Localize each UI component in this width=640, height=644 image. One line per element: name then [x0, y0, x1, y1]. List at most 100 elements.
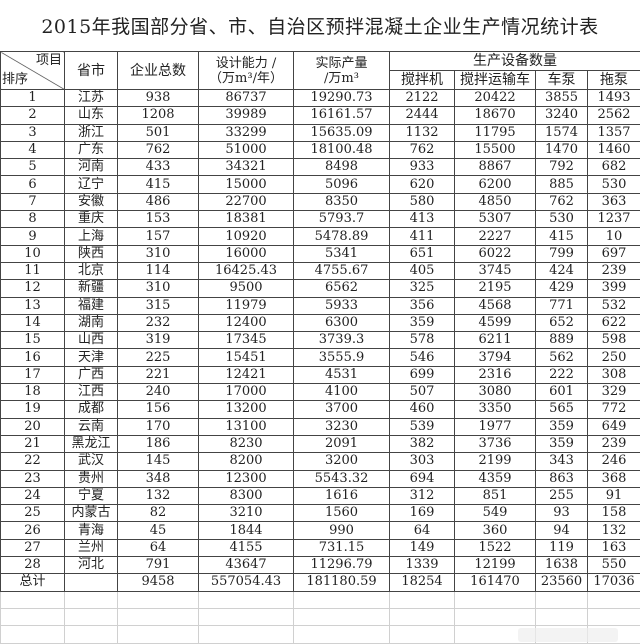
trailer-pump-cell: 1493	[587, 88, 640, 108]
table-row: 15 山西 319 17345 3739.3 578 6211 889 598	[0, 331, 640, 350]
truck-cell: 4850	[454, 192, 536, 212]
table-row: 27 兰州 64 4155 731.15 149 1522 119 163	[0, 538, 640, 558]
pump-truck-cell: 424	[535, 261, 588, 281]
truck-cell: 2195	[454, 279, 536, 298]
trailer-pump-cell: 246	[587, 452, 640, 471]
rank-cell: 23	[0, 469, 65, 488]
mixer-cell: 325	[389, 279, 455, 298]
pump-truck-cell: 652	[535, 313, 588, 333]
output-cell: 1560	[293, 504, 390, 523]
rank-cell: 24	[0, 486, 65, 506]
pump-truck-cell: 771	[535, 296, 588, 315]
empty-cell	[587, 590, 640, 609]
truck-cell: 3736	[454, 434, 536, 454]
province-cell: 北京	[64, 261, 118, 281]
pump-truck-cell: 359	[535, 434, 588, 454]
output-cell: 3555.9	[293, 348, 390, 367]
pump-truck-cell: 889	[535, 331, 588, 350]
enterprises-cell: 1208	[117, 106, 199, 125]
table-row: 22 武汉 145 8200 3200 303 2199 343 246	[0, 452, 640, 471]
truck-cell: 3794	[454, 348, 536, 367]
province-cell: 青海	[64, 521, 118, 540]
table-title: 2015年我国部分省、市、自治区预拌混凝土企业生产情况统计表	[41, 16, 599, 38]
empty-cell	[117, 607, 199, 627]
output-cell: 3230	[293, 417, 390, 436]
empty-cell	[389, 590, 455, 609]
trailer-pump-cell: 598	[587, 331, 640, 350]
capacity-cell: 18381	[198, 210, 294, 229]
rank-cell: 11	[0, 261, 65, 281]
capacity-cell: 1844	[198, 521, 294, 540]
mixer-cell: 312	[389, 486, 455, 506]
pump-truck-header: 车泵	[535, 70, 588, 90]
enterprises-cell: 82	[117, 504, 199, 523]
capacity-cell: 15451	[198, 348, 294, 367]
rank-cell: 9	[0, 227, 65, 246]
province-cell: 天津	[64, 348, 118, 367]
province-cell: 新疆	[64, 279, 118, 298]
table-row: 10 陕西 310 16000 5341 651 6022 799 697	[0, 244, 640, 263]
enterprises-cell: 319	[117, 331, 199, 350]
table-row: 23 贵州 348 12300 5543.32 694 4359 863 368	[0, 469, 640, 488]
trailer-pump-cell: 399	[587, 279, 640, 298]
capacity-header-line2: （万m³/年）	[209, 70, 283, 86]
rank-cell: 2	[0, 106, 65, 125]
truck-cell: 6200	[454, 175, 536, 194]
enterprises-cell: 232	[117, 313, 199, 333]
rank-cell: 6	[0, 175, 65, 194]
enterprises-cell: 186	[117, 434, 199, 454]
rank-cell: 4	[0, 140, 65, 160]
capacity-cell: 8230	[198, 434, 294, 454]
truck-cell: 1522	[454, 538, 536, 558]
truck-cell: 1977	[454, 417, 536, 436]
capacity-cell: 13200	[198, 400, 294, 419]
output-cell: 3700	[293, 400, 390, 419]
mixer-cell: 539	[389, 417, 455, 436]
table-row: 18 江西 240 17000 4100 507 3080 601 329	[0, 383, 640, 402]
rank-cell: 21	[0, 434, 65, 454]
trailer-pump-cell: 10	[587, 227, 640, 246]
pump-truck-cell: 565	[535, 400, 588, 419]
province-cell: 安徽	[64, 192, 118, 212]
trailer-pump-cell: 158	[587, 504, 640, 523]
empty-cell	[293, 625, 390, 644]
trailer-pump-cell: 250	[587, 348, 640, 367]
pump-truck-cell: 885	[535, 175, 588, 194]
trailer-pump-cell: 368	[587, 469, 640, 488]
output-cell: 16161.57	[293, 106, 390, 125]
output-cell: 11296.79	[293, 556, 390, 575]
pump-truck-cell: 343	[535, 452, 588, 471]
enterprises-cell: 310	[117, 279, 199, 298]
enterprises-cell: 415	[117, 175, 199, 194]
rank-cell: 18	[0, 383, 65, 402]
truck-cell: 12199	[454, 556, 536, 575]
mixer-cell: 411	[389, 227, 455, 246]
output-cell: 4531	[293, 365, 390, 385]
rank-cell: 17	[0, 365, 65, 385]
capacity-cell: 8200	[198, 452, 294, 471]
mixer-cell: 933	[389, 158, 455, 177]
empty-cell	[293, 607, 390, 627]
total-row: 总计 9458 557054.43 181180.59 18254 161470 23560…	[0, 573, 640, 592]
capacity-cell: 13100	[198, 417, 294, 436]
trailer-pump-cell: 682	[587, 158, 640, 177]
pump-truck-cell: 863	[535, 469, 588, 488]
mixer-cell: 699	[389, 365, 455, 385]
table-row: 3 浙江 501 33299 15635.09 1132 11795 1574 1357	[0, 123, 640, 142]
enterprises-cell: 791	[117, 556, 199, 575]
rank-cell: 1	[0, 88, 65, 108]
pump-truck-cell: 359	[535, 417, 588, 436]
table-row: 6 辽宁 415 15000 5096 620 6200 885 530	[0, 175, 640, 194]
pump-truck-cell: 3855	[535, 88, 588, 108]
province-cell: 山西	[64, 331, 118, 350]
capacity-cell: 34321	[198, 158, 294, 177]
capacity-cell: 9500	[198, 279, 294, 298]
empty-cell	[198, 625, 294, 644]
enterprises-cell: 153	[117, 210, 199, 229]
capacity-cell: 4155	[198, 538, 294, 558]
truck-cell: 15500	[454, 140, 536, 160]
pump-truck-cell: 1470	[535, 140, 588, 160]
enterprises-cell: 157	[117, 227, 199, 246]
pump-truck-cell: 222	[535, 365, 588, 385]
output-cell: 990	[293, 521, 390, 540]
